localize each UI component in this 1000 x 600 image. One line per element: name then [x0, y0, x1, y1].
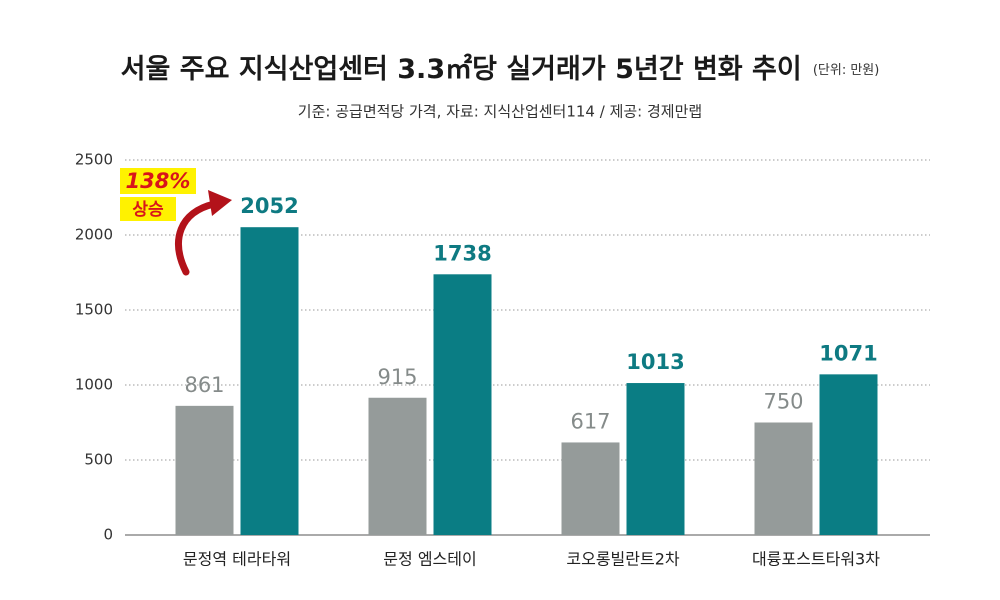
value-label: 617 — [570, 409, 610, 433]
bar — [626, 383, 685, 535]
chart-title-group: 서울 주요 지식산업센터 3.3㎡당 실거래가 5년간 변화 추이 (단위: 만… — [121, 53, 880, 85]
value-label: 2052 — [240, 194, 298, 218]
annotation-arrow — [175, 200, 218, 276]
y-tick-label: 1500 — [75, 301, 113, 319]
y-tick-label: 1000 — [75, 376, 113, 394]
value-label: 750 — [763, 390, 803, 414]
chart-title: 서울 주요 지식산업센터 3.3㎡당 실거래가 5년간 변화 추이 — [121, 53, 802, 85]
annotation-highlight — [120, 168, 196, 194]
bar — [433, 274, 492, 535]
chart-subtitle: 기준: 공급면적당 가격, 자료: 지식산업센터114 / 제공: 경제만랩 — [298, 103, 702, 121]
x-tick-label: 코오롱빌란트2차 — [566, 550, 679, 569]
value-label: 1071 — [819, 341, 877, 365]
value-label: 861 — [184, 373, 224, 397]
value-label: 915 — [377, 365, 417, 389]
bar — [175, 405, 234, 535]
bar — [561, 442, 620, 535]
unit-label: (단위: 만원) — [813, 63, 880, 78]
bar — [368, 397, 427, 535]
x-tick-label: 문정역 테라타워 — [183, 550, 291, 569]
bar — [754, 422, 813, 535]
y-tick-label: 0 — [103, 526, 113, 544]
bar — [819, 374, 878, 535]
y-tick-label: 500 — [84, 451, 113, 469]
x-tick-label: 대륭포스트타워3차 — [752, 550, 880, 569]
x-tick-label: 문정 엠스테이 — [383, 550, 476, 569]
annotation-highlight — [120, 197, 176, 221]
bar — [240, 227, 299, 535]
value-label: 1013 — [626, 350, 684, 374]
y-tick-label: 2500 — [75, 151, 113, 169]
y-tick-label: 2000 — [75, 226, 113, 244]
annotation-text: 138% — [126, 169, 191, 193]
annotation-arrowhead — [208, 190, 232, 216]
value-label: 1738 — [433, 241, 491, 265]
annotation-subtext: 상승 — [132, 200, 164, 220]
